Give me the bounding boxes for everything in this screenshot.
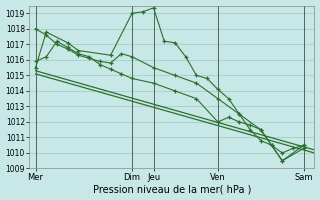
- X-axis label: Pression niveau de la mer( hPa ): Pression niveau de la mer( hPa ): [92, 184, 251, 194]
